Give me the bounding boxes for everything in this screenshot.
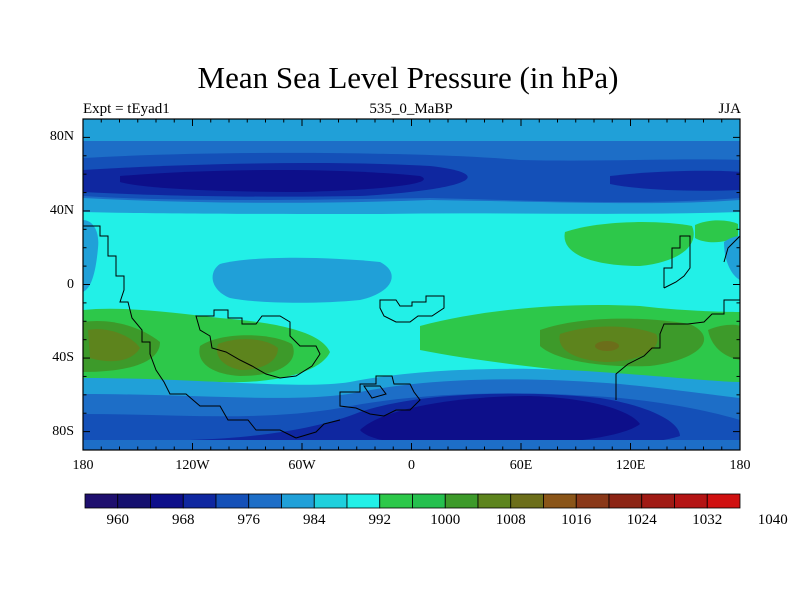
- contour-north-high-1008-east: [695, 220, 738, 243]
- y-tick-label: 80S: [52, 423, 74, 439]
- colorbar: [84, 493, 741, 509]
- coastline-southern-sea: [295, 419, 341, 439]
- colorbar-swatch: [543, 493, 577, 509]
- y-tick-label: 40N: [49, 202, 74, 218]
- y-tick-label: 80N: [49, 129, 74, 145]
- x-tick-label: 120W: [175, 458, 210, 473]
- colorbar-swatch: [444, 493, 479, 509]
- colorbar-label: 960: [106, 512, 130, 528]
- contour-field: [83, 119, 740, 450]
- coastline-east-upper: [663, 235, 691, 289]
- colorbar-swatch: [674, 493, 708, 509]
- colorbar-swatch: [477, 493, 512, 509]
- x-tick-label: 60E: [509, 458, 533, 473]
- season-label: JJA: [718, 101, 741, 117]
- colorbar-swatch: [706, 493, 741, 509]
- contour-north-low-964: [120, 170, 424, 192]
- colorbar-label: 1000: [430, 512, 461, 528]
- colorbar-swatch: [215, 493, 250, 509]
- coastline-west-margin: [83, 225, 297, 439]
- colorbar-swatch: [575, 493, 610, 509]
- experiment-label: Expt = tEyad1: [83, 101, 170, 117]
- subtitle-label: 535_0_MaBP: [369, 101, 453, 117]
- chart-title: Mean Sea Level Pressure (in hPa): [197, 60, 619, 95]
- colorbar-swatch: [84, 493, 119, 509]
- contour-north-high-1008: [564, 222, 694, 266]
- x-tick-label: 120E: [615, 458, 646, 473]
- colorbar-label: 976: [237, 512, 261, 528]
- contour-south-high-mid-1020: [216, 339, 278, 370]
- colorbar-label: 1040: [757, 512, 788, 528]
- colorbar-label: 984: [303, 512, 326, 528]
- colorbar-swatch: [412, 493, 446, 509]
- contour-north-low-east: [610, 170, 740, 191]
- y-tick-label: 0: [67, 276, 74, 292]
- colorbar-swatch: [117, 493, 151, 509]
- coastline-gondwana-north: [379, 295, 445, 323]
- contour-east-equator-992: [724, 236, 740, 280]
- colorbar-swatch: [248, 493, 282, 509]
- x-tick-label: 0: [408, 458, 415, 473]
- colorbar-swatch: [150, 493, 184, 509]
- colorbar-label: 1024: [626, 512, 657, 528]
- coastline-gondwana-south: [339, 375, 421, 417]
- colorbar-label: 1016: [561, 512, 592, 528]
- coastline-gondwana-west: [195, 309, 321, 379]
- colorbar-swatch: [313, 493, 348, 509]
- continent-outlines: [83, 225, 740, 439]
- colorbar-swatch: [379, 493, 413, 509]
- colorbar-label: 1032: [692, 512, 723, 528]
- coastline-inner-south: [363, 385, 387, 399]
- colorbar-swatch: [641, 493, 675, 509]
- contour-south-high-west-1020: [88, 329, 140, 362]
- contour-south-high-far-east: [708, 324, 740, 360]
- colorbar-swatch: [346, 493, 381, 509]
- colorbar-swatch: [182, 493, 217, 509]
- x-tick-label: 180: [729, 458, 751, 473]
- colorbar-swatch: [510, 493, 544, 509]
- contour-south-trough-968: [360, 396, 640, 446]
- contour-north-edge-992: [83, 198, 740, 214]
- coastline-east-edge: [723, 235, 740, 263]
- colorbar-swatch: [281, 493, 315, 509]
- axis-ticks: [82, 118, 741, 451]
- colorbar-label: 992: [368, 512, 392, 528]
- x-tick-label: 180: [72, 458, 94, 473]
- colorbar-label: 1008: [495, 512, 526, 528]
- coastline-east-block: [615, 299, 740, 400]
- x-tick-label: 60W: [288, 458, 316, 473]
- colorbar-label: 968: [172, 512, 195, 528]
- contour-west-equator-992: [83, 220, 99, 292]
- y-tick-label: 40S: [52, 350, 74, 366]
- colorbar-swatch: [608, 493, 643, 509]
- contour-equator-low-992: [212, 257, 392, 303]
- contour-south-high-east-1024: [595, 341, 619, 351]
- contour-band-arctic: [83, 119, 740, 141]
